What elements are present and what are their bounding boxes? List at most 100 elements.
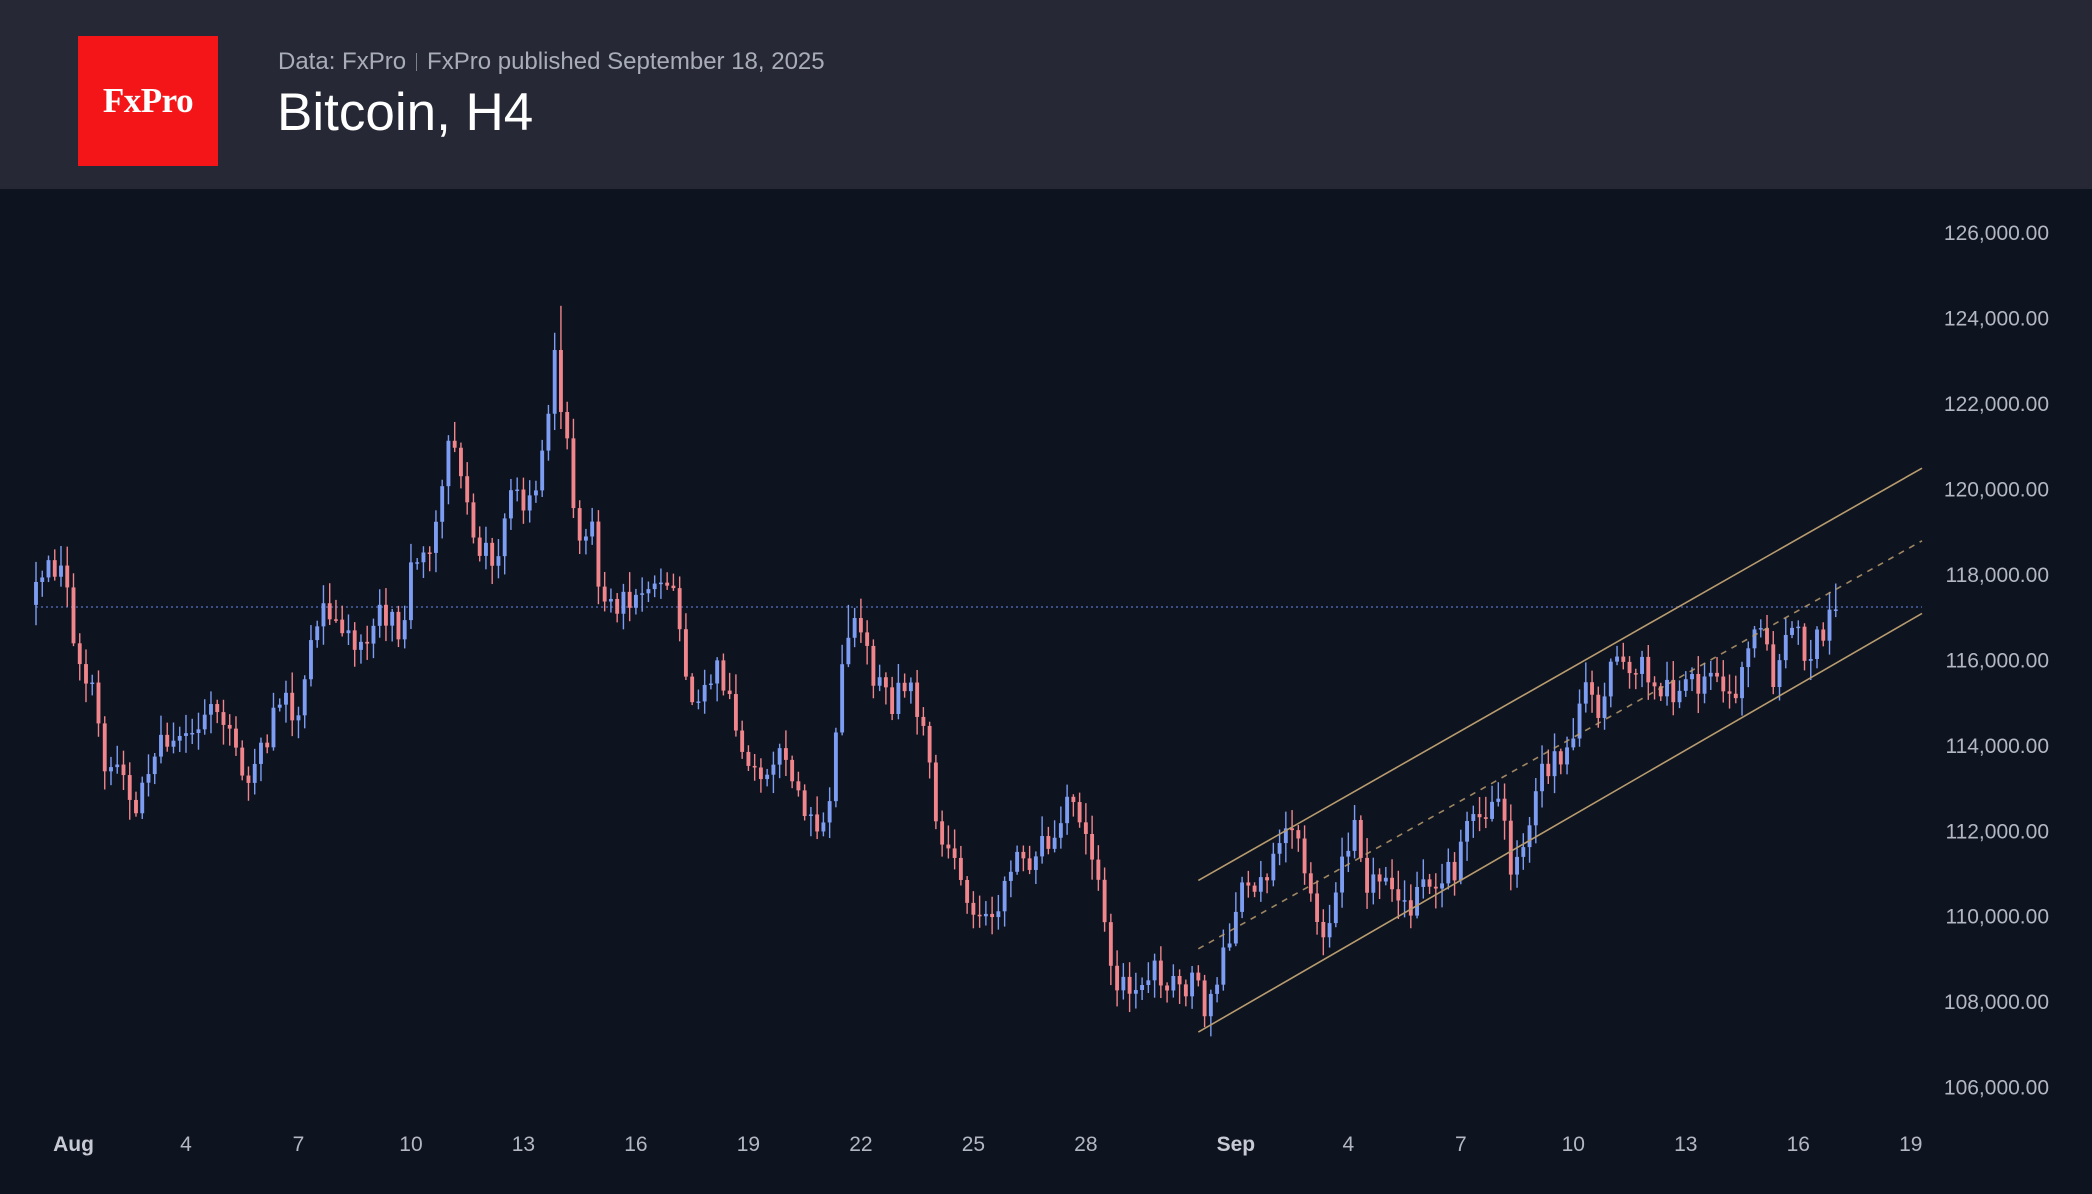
candle <box>309 625 313 687</box>
candle-body <box>765 774 770 780</box>
candle-body <box>1065 796 1070 824</box>
candle <box>1240 876 1245 919</box>
candle-body <box>790 759 795 782</box>
candle <box>1252 882 1257 898</box>
candle <box>583 528 588 555</box>
candle <box>1452 852 1457 896</box>
candle <box>40 570 45 597</box>
candle-body <box>1133 990 1138 994</box>
candle <box>902 673 907 698</box>
candle <box>1602 682 1607 730</box>
candle <box>152 752 157 785</box>
candle <box>1121 963 1126 1000</box>
candle <box>402 605 407 649</box>
candle <box>1396 870 1401 919</box>
candle-body <box>983 913 988 917</box>
candle <box>1246 870 1251 898</box>
candle-body <box>977 914 982 917</box>
candle <box>1402 880 1407 918</box>
candle-body <box>821 822 826 832</box>
candle <box>127 762 132 820</box>
candle <box>190 718 195 745</box>
candle-body <box>677 588 682 630</box>
candle-body <box>1327 923 1332 938</box>
candle <box>1577 689 1582 747</box>
candle-body <box>1021 851 1026 859</box>
candle <box>1727 674 1732 709</box>
candle <box>846 604 851 668</box>
y-tick-label: 116,000.00 <box>1945 649 2049 672</box>
candle <box>1196 965 1201 987</box>
candle <box>896 663 901 720</box>
candle-body <box>1527 825 1532 848</box>
candle <box>1571 718 1576 751</box>
candle-body <box>1790 627 1794 635</box>
candle-body <box>359 641 363 650</box>
meta-separator <box>416 53 418 71</box>
candle-body <box>1608 661 1613 697</box>
candle-body <box>1408 900 1413 916</box>
candle <box>1646 645 1651 700</box>
candle <box>1408 884 1413 929</box>
candle <box>1202 974 1207 1028</box>
candle-body <box>758 767 763 780</box>
candle-body <box>446 440 451 487</box>
candle-body <box>1383 877 1388 882</box>
candle <box>490 537 495 585</box>
candle-body <box>1496 798 1501 802</box>
candle-body <box>571 438 576 509</box>
candle <box>1733 675 1738 704</box>
candle <box>1308 862 1313 902</box>
candle-body <box>452 440 457 448</box>
candle-body <box>802 790 807 817</box>
candle <box>109 756 113 786</box>
candle-body <box>1333 892 1338 924</box>
candle-body <box>402 620 407 640</box>
candle <box>1415 871 1420 919</box>
candle <box>184 714 188 753</box>
candle-body <box>1027 858 1032 870</box>
candle <box>1558 748 1563 775</box>
candle-body <box>1258 877 1263 892</box>
candle-body <box>546 413 551 451</box>
candle <box>1108 913 1113 986</box>
candle-body <box>459 447 463 477</box>
candle <box>1277 829 1282 866</box>
candle <box>1033 851 1038 884</box>
candle <box>1371 857 1376 905</box>
candle <box>1283 811 1288 863</box>
candle-body <box>1733 693 1738 699</box>
candle-body <box>740 730 745 752</box>
candle-body <box>252 763 257 783</box>
candle <box>727 672 732 700</box>
candle-body <box>871 645 876 686</box>
candle <box>1096 845 1101 891</box>
candle <box>1071 794 1076 817</box>
candle <box>571 418 576 519</box>
candle-body <box>527 495 532 511</box>
candle <box>1146 962 1151 993</box>
candle-body <box>346 630 351 634</box>
candle <box>1790 621 1794 639</box>
candle <box>671 573 676 591</box>
candle-body <box>59 565 63 577</box>
y-tick-label: 126,000.00 <box>1944 222 2049 245</box>
candle-body <box>690 676 695 703</box>
candle-body <box>1346 850 1351 857</box>
candle <box>1677 680 1682 709</box>
candle <box>1815 626 1819 669</box>
candle <box>1008 860 1013 898</box>
candle <box>952 829 957 870</box>
candle-body <box>1146 980 1151 986</box>
candle-body <box>1121 976 1126 991</box>
candle <box>1652 676 1657 700</box>
candle <box>1796 620 1801 645</box>
candle-body <box>1727 691 1732 694</box>
candle-body <box>290 692 295 721</box>
candle-body <box>1115 965 1120 991</box>
candle-body <box>1433 886 1438 889</box>
candle <box>234 716 238 756</box>
candle-body <box>1665 679 1669 697</box>
candle <box>177 726 182 753</box>
candle <box>452 421 457 453</box>
